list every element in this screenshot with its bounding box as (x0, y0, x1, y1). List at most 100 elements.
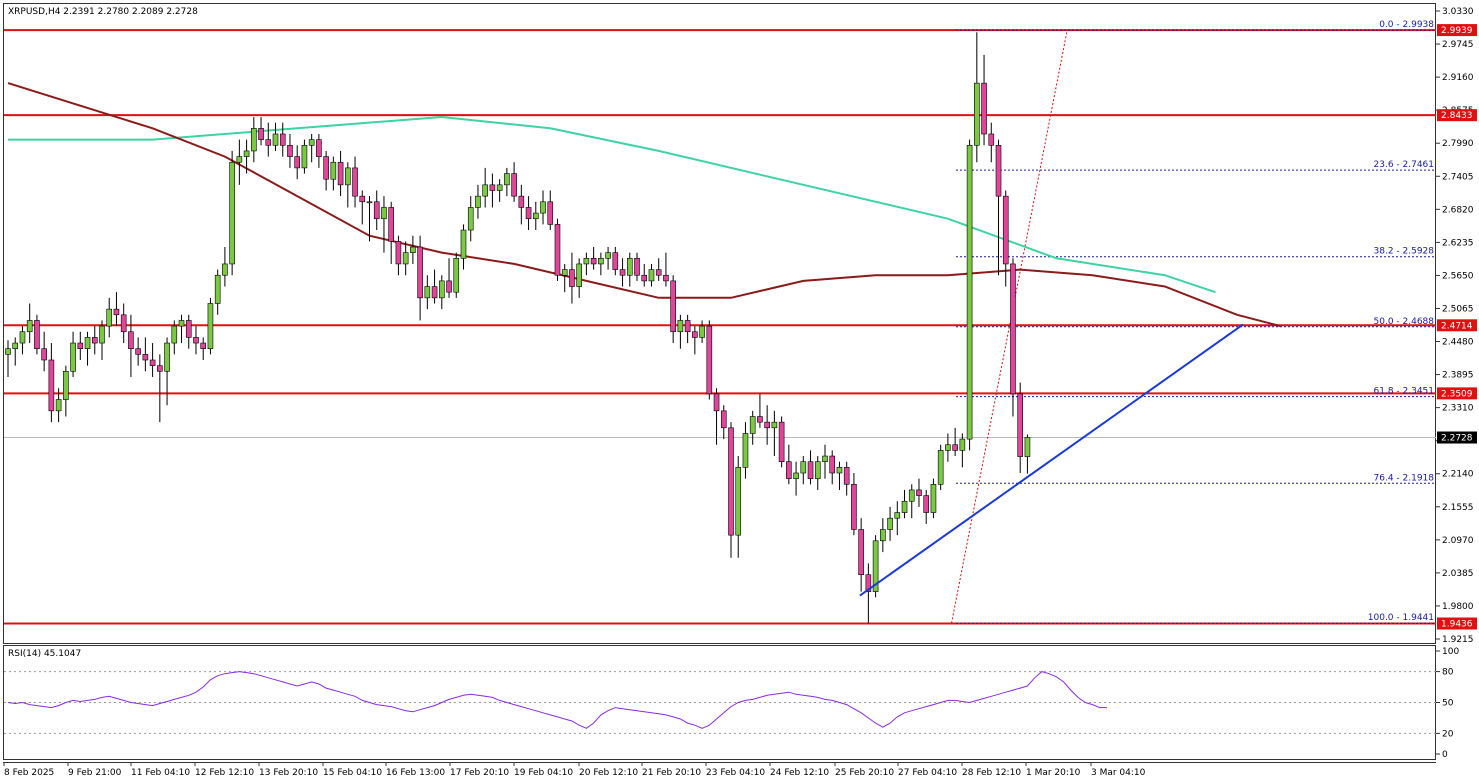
moving-average-slow (8, 115, 1216, 294)
bearish-candle (149, 359, 156, 366)
price-tick-label: 2.3895 (1442, 371, 1474, 381)
bearish-candle (518, 195, 525, 208)
level-price-tag-label: 2.9939 (1441, 26, 1473, 36)
bullish-candle (243, 150, 250, 157)
bullish-candle (901, 500, 908, 513)
fibonacci-levels: 0.0 - 2.9938 23.6 - 2.7461 38.2 - 2.5928 50… (956, 20, 1436, 624)
fibonacci-anchor-line (951, 30, 1068, 624)
bearish-candle (634, 257, 640, 276)
bearish-candle (981, 82, 987, 135)
bearish-candle (916, 489, 922, 496)
time-tick-label: 25 Feb 20:10 (835, 768, 894, 778)
bearish-candle (417, 246, 423, 299)
bullish-candle (171, 325, 178, 344)
level-price-tag (1437, 24, 1477, 37)
bearish-candle (720, 410, 727, 429)
level-price-tag (1437, 617, 1477, 630)
level-price-tag-label: 2.3509 (1441, 389, 1473, 399)
bullish-candle (598, 257, 604, 265)
bearish-candle (157, 365, 163, 372)
time-tick-label: 23 Feb 04:10 (706, 768, 765, 778)
bearish-candle (851, 483, 857, 530)
rsi-indicator: 100 80 50 20 0 (4, 647, 1459, 760)
price-tick-label: 2.6820 (1442, 205, 1474, 215)
bearish-candle (865, 574, 872, 592)
bearish-candle (120, 314, 127, 333)
bearish-candle (489, 184, 496, 191)
time-tick-label: 24 Feb 12:10 (770, 768, 829, 778)
rsi-label: RSI(14) 45.1047 (8, 649, 81, 659)
price-tick-label: 2.9745 (1442, 40, 1474, 50)
moving-averages (7, 82, 1281, 328)
bearish-candle (923, 495, 930, 513)
main-pane-frame (3, 3, 1436, 644)
rsi-tick-label: 100 (1442, 647, 1459, 657)
time-tick-label: 3 Mar 04:10 (1091, 768, 1146, 778)
bullish-candle (70, 342, 76, 372)
rsi-tick-label: 20 (1442, 729, 1454, 739)
trendline (859, 323, 1244, 597)
symbol-header: XRPUSD,H4 2.2391 2.2780 2.2089 2.2728 (8, 7, 198, 17)
price-tick-label: 2.4480 (1442, 338, 1474, 348)
bearish-candle (764, 421, 770, 429)
price-axis: 3.03302.97452.91602.85752.79902.74052.68… (1436, 7, 1474, 645)
bearish-candle (77, 342, 84, 349)
bearish-candle (185, 320, 192, 338)
time-tick-label: 19 Feb 04:10 (514, 768, 573, 778)
bearish-candle (316, 139, 322, 157)
level-price-tag-label: 1.9436 (1441, 620, 1473, 630)
bearish-candle (619, 269, 626, 276)
time-tick-label: 16 Feb 13:00 (386, 768, 445, 778)
bearish-candle (1010, 263, 1016, 395)
bearish-candle (193, 337, 199, 344)
price-tags: 2.9939 2.8433 2.4714 2.3509 1.9436 2.2728 (1437, 24, 1477, 630)
bearish-candle (337, 161, 344, 186)
bearish-candle (258, 128, 264, 140)
time-tick-label: 27 Feb 04:10 (898, 768, 957, 778)
bullish-candle (55, 399, 62, 412)
bearish-candle (294, 156, 301, 169)
bullish-candle (908, 489, 915, 502)
bullish-candle (214, 274, 221, 304)
time-tick-label: 15 Feb 04:10 (323, 768, 382, 778)
bullish-candle (966, 144, 973, 440)
bearish-candle (590, 257, 597, 265)
level-price-tag (1437, 387, 1477, 400)
time-axis: 8 Feb 2025 9 Feb 21:00 11 Feb 04:10 12 Feb … (3, 762, 1146, 778)
bearish-candle (692, 331, 698, 338)
bullish-candle (532, 212, 539, 220)
bearish-candle (91, 337, 98, 344)
time-tick-label: 13 Feb 20:10 (259, 768, 318, 778)
time-tick-label: 28 Feb 12:10 (962, 768, 1021, 778)
bullish-candle (771, 421, 778, 429)
bearish-candle (843, 467, 850, 485)
bullish-candle (381, 207, 387, 220)
bearish-candle (786, 461, 792, 479)
bearish-candle (1017, 393, 1024, 457)
candlesticks (5, 32, 1031, 624)
price-tick-label: 2.7405 (1442, 172, 1474, 182)
bullish-candle (937, 450, 944, 485)
bearish-candle (858, 529, 864, 575)
time-tick-label: 11 Feb 04:10 (131, 768, 190, 778)
price-tick-label: 2.2140 (1442, 470, 1474, 480)
bearish-candle (113, 308, 120, 316)
time-tick-label: 9 Feb 21:00 (68, 768, 122, 778)
time-tick-label: 8 Feb 2025 (4, 768, 54, 778)
fibonacci-label: 23.6 - 2.7461 (1374, 160, 1435, 170)
current-price-tag (1437, 431, 1477, 444)
bullish-candle (1024, 437, 1031, 457)
bullish-candle (84, 337, 91, 349)
bearish-candle (511, 173, 517, 197)
level-price-tag (1437, 319, 1477, 332)
fibonacci-label: 0.0 - 2.9938 (1379, 20, 1434, 30)
bullish-candle (800, 461, 807, 474)
level-price-tag (1437, 109, 1477, 122)
bullish-candle (178, 320, 185, 327)
bearish-candle (359, 195, 366, 203)
bullish-candle (894, 512, 901, 519)
bullish-candle (402, 252, 409, 265)
bullish-candle (648, 269, 655, 282)
bullish-candle (735, 467, 742, 536)
